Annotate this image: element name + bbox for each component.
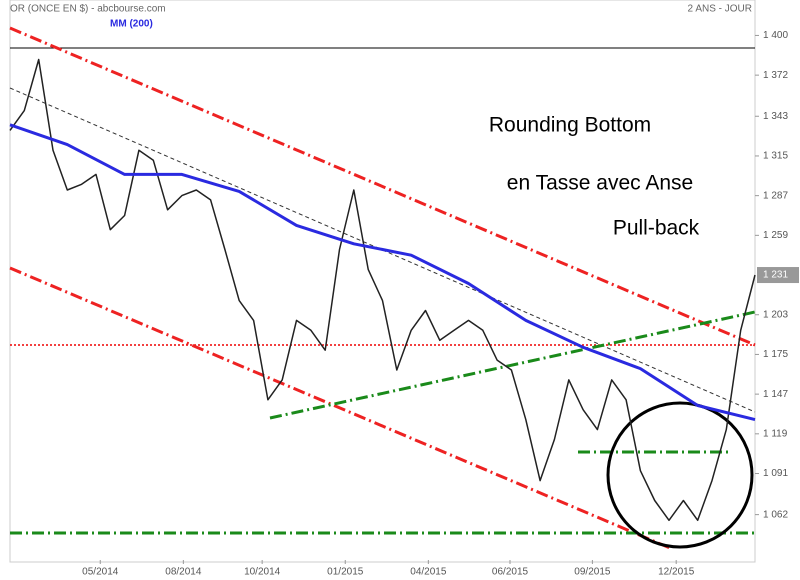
y-tick-label: 1 203 bbox=[763, 309, 788, 320]
x-tick-label: 04/2015 bbox=[410, 567, 447, 578]
x-tick-label: 08/2014 bbox=[165, 567, 202, 578]
x-tick-label: 09/2015 bbox=[574, 567, 611, 578]
annotation: Pull-back bbox=[613, 217, 700, 240]
y-tick-label: 1 259 bbox=[763, 230, 788, 241]
highlight-circle bbox=[606, 401, 754, 549]
y-tick-label: 1 400 bbox=[763, 30, 788, 41]
channel-bottom bbox=[9, 266, 671, 550]
y-tick-label: 1 372 bbox=[763, 70, 788, 81]
plot-area bbox=[9, 0, 756, 563]
chart-title: OR (ONCE EN $) - abcbourse.com bbox=[10, 4, 166, 15]
y-tick-label: 1 315 bbox=[763, 151, 788, 162]
x-tick-label: 10/2014 bbox=[244, 567, 281, 578]
price-line bbox=[9, 58, 756, 522]
y-tick-label: 1 343 bbox=[763, 111, 788, 122]
neckline bbox=[269, 310, 756, 420]
chart-subtitle: 2 ANS - JOUR bbox=[688, 4, 752, 15]
annotation: en Tasse avec Anse bbox=[507, 172, 693, 195]
annotation: Rounding Bottom bbox=[489, 114, 651, 137]
legend-entry: MM (200) bbox=[110, 19, 153, 30]
current-value-label: 1 231 bbox=[763, 270, 788, 281]
moving-average bbox=[9, 123, 756, 422]
y-tick-label: 1 119 bbox=[763, 428, 788, 439]
channel-top bbox=[9, 26, 756, 347]
y-tick-label: 1 287 bbox=[763, 190, 788, 201]
y-tick-label: 1 091 bbox=[763, 468, 788, 479]
y-tick-label: 1 147 bbox=[763, 389, 788, 400]
current-value-box bbox=[757, 267, 799, 284]
x-tick-label: 06/2015 bbox=[492, 567, 529, 578]
x-tick-label: 12/2015 bbox=[658, 567, 695, 578]
x-tick-label: 05/2014 bbox=[82, 567, 119, 578]
y-tick-label: 1 062 bbox=[763, 509, 788, 520]
x-tick-label: 01/2015 bbox=[327, 567, 364, 578]
y-tick-label: 1 175 bbox=[763, 349, 788, 360]
